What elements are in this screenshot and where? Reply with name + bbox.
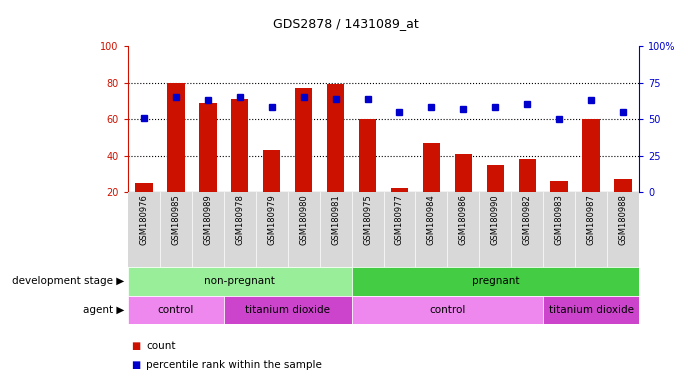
Bar [543, 296, 639, 324]
Bar [390, 189, 408, 192]
Text: GSM180989: GSM180989 [203, 194, 212, 245]
Text: ■: ■ [131, 360, 140, 370]
Bar [135, 183, 153, 192]
Text: percentile rank within the sample: percentile rank within the sample [146, 360, 323, 370]
Bar [199, 103, 216, 192]
Text: GSM180983: GSM180983 [555, 194, 564, 245]
Bar [614, 179, 632, 192]
Bar [359, 119, 377, 192]
Text: GSM180988: GSM180988 [618, 194, 627, 245]
Bar [224, 296, 352, 324]
Text: GSM180978: GSM180978 [235, 194, 244, 245]
Bar [583, 119, 600, 192]
Text: pregnant: pregnant [472, 276, 519, 286]
Bar [167, 83, 184, 192]
Text: GSM180975: GSM180975 [363, 194, 372, 245]
Bar [295, 88, 312, 192]
Bar [263, 150, 281, 192]
Text: GSM180981: GSM180981 [331, 194, 340, 245]
Bar [551, 181, 568, 192]
Text: titanium dioxide: titanium dioxide [549, 305, 634, 315]
Text: GSM180990: GSM180990 [491, 194, 500, 245]
Bar [352, 267, 639, 296]
Text: development stage ▶: development stage ▶ [12, 276, 124, 286]
Text: titanium dioxide: titanium dioxide [245, 305, 330, 315]
Text: GSM180984: GSM180984 [427, 194, 436, 245]
Bar [455, 154, 472, 192]
Text: GSM180977: GSM180977 [395, 194, 404, 245]
Bar [352, 296, 543, 324]
Text: GDS2878 / 1431089_at: GDS2878 / 1431089_at [273, 17, 418, 30]
Text: GSM180987: GSM180987 [587, 194, 596, 245]
Text: GSM180980: GSM180980 [299, 194, 308, 245]
Text: count: count [146, 341, 176, 351]
Text: control: control [429, 305, 466, 315]
Bar [231, 99, 249, 192]
Bar [128, 267, 352, 296]
Text: GSM180985: GSM180985 [171, 194, 180, 245]
Text: GSM180986: GSM180986 [459, 194, 468, 245]
Text: GSM180979: GSM180979 [267, 194, 276, 245]
Text: agent ▶: agent ▶ [83, 305, 124, 315]
Text: control: control [158, 305, 194, 315]
Text: non-pregnant: non-pregnant [205, 276, 275, 286]
Bar [423, 143, 440, 192]
Text: ■: ■ [131, 341, 140, 351]
Text: GSM180982: GSM180982 [523, 194, 532, 245]
Bar [327, 84, 344, 192]
Text: GSM180976: GSM180976 [140, 194, 149, 245]
Bar [518, 159, 536, 192]
Bar [128, 296, 224, 324]
Bar [486, 165, 504, 192]
